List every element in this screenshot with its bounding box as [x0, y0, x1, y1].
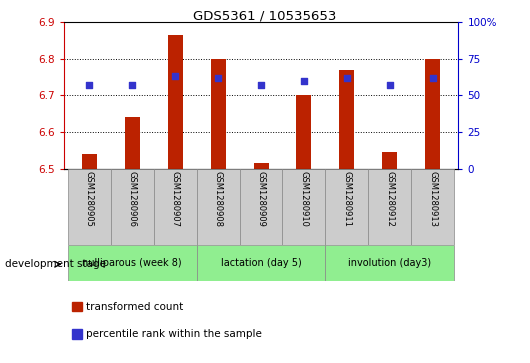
Bar — [154, 169, 197, 245]
Bar — [167, 34, 183, 169]
Point — [342, 75, 351, 81]
Text: GSM1280913: GSM1280913 — [428, 171, 437, 227]
Bar — [411, 169, 454, 245]
Text: GSM1280910: GSM1280910 — [299, 171, 308, 227]
Bar — [197, 169, 240, 245]
Point — [428, 75, 437, 81]
Text: GDS5361 / 10535653: GDS5361 / 10535653 — [193, 9, 337, 22]
Text: involution (day3): involution (day3) — [348, 258, 431, 268]
Bar — [197, 245, 325, 281]
Bar — [282, 169, 325, 245]
Bar — [68, 245, 197, 281]
Bar — [240, 169, 282, 245]
Text: development stage: development stage — [5, 259, 107, 269]
Text: percentile rank within the sample: percentile rank within the sample — [86, 329, 262, 339]
Text: GSM1280909: GSM1280909 — [257, 171, 266, 227]
Bar — [296, 95, 312, 169]
Point — [299, 78, 308, 83]
Bar — [82, 154, 97, 169]
Bar — [382, 152, 398, 169]
Point — [257, 82, 265, 88]
Text: nulliparous (week 8): nulliparous (week 8) — [83, 258, 182, 268]
Text: transformed count: transformed count — [86, 302, 183, 312]
Bar — [339, 70, 355, 169]
Text: GSM1280912: GSM1280912 — [385, 171, 394, 227]
Text: lactation (day 5): lactation (day 5) — [220, 258, 302, 268]
Text: GSM1280905: GSM1280905 — [85, 171, 94, 227]
Text: GSM1280906: GSM1280906 — [128, 171, 137, 227]
Text: GSM1280911: GSM1280911 — [342, 171, 351, 227]
Bar — [425, 58, 440, 169]
Text: GSM1280907: GSM1280907 — [171, 171, 180, 227]
Point — [128, 82, 137, 88]
Bar — [325, 169, 368, 245]
Point — [171, 73, 180, 79]
Text: GSM1280908: GSM1280908 — [214, 171, 223, 227]
Bar — [125, 117, 140, 169]
Bar — [253, 163, 269, 169]
Point — [214, 75, 223, 81]
Bar — [325, 245, 454, 281]
Bar — [368, 169, 411, 245]
Point — [85, 82, 94, 88]
Bar — [111, 169, 154, 245]
Bar — [68, 169, 111, 245]
Bar — [210, 58, 226, 169]
Point — [385, 82, 394, 88]
